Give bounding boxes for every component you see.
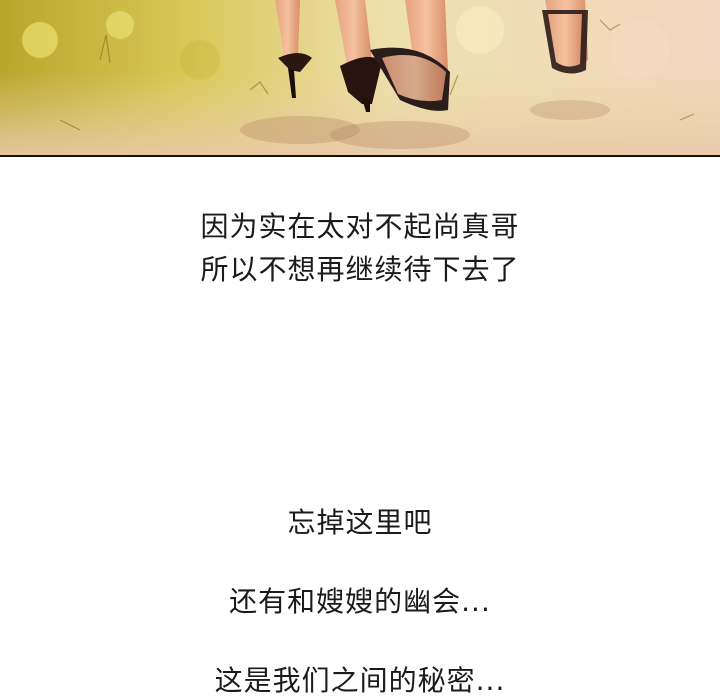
comic-panel: [0, 0, 720, 157]
caption-line-2: 所以不想再继续待下去了: [200, 253, 520, 286]
caption-line-3: 忘掉这里吧: [287, 506, 433, 539]
caption-line-4: 还有和嫂嫂的幽会...: [229, 585, 491, 618]
caption-line-5: 这是我们之间的秘密...: [214, 664, 506, 697]
caption-line-1: 因为实在太对不起尚真哥: [200, 210, 520, 243]
panel-illustration: [0, 0, 720, 155]
